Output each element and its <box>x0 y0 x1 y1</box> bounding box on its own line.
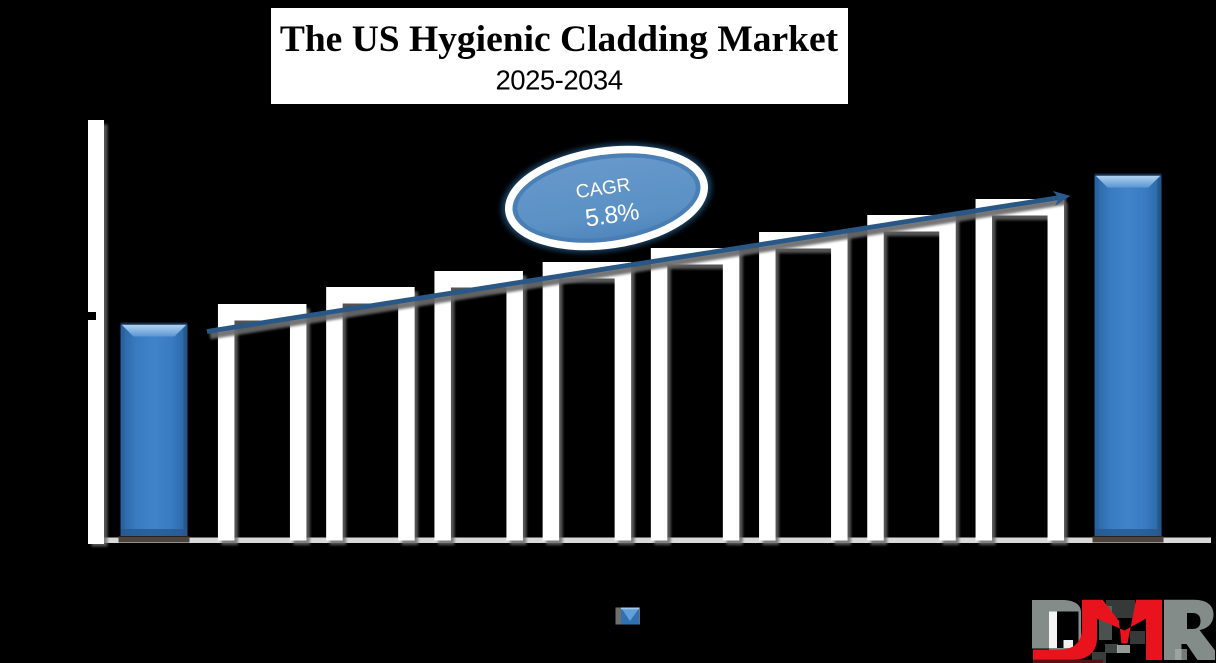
svg-text:The US Hygienic Cladding Marke: The US Hygienic Cladding Market <box>280 19 839 60</box>
svg-text:2025-2034: 2025-2034 <box>495 65 622 96</box>
